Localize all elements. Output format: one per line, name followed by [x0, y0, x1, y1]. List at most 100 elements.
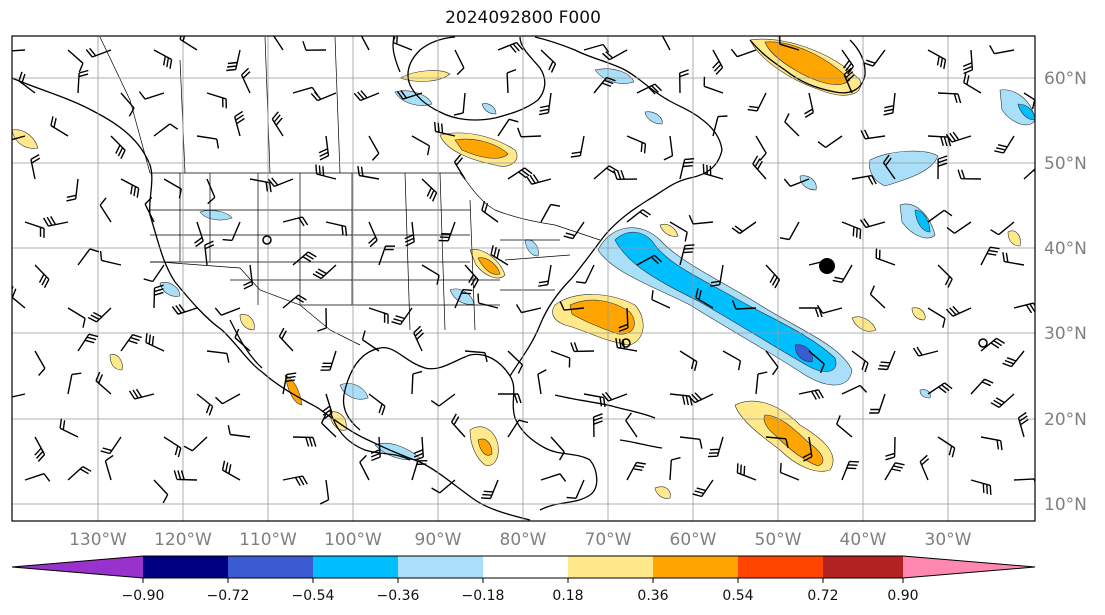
wind-barb — [234, 328, 251, 352]
wind-barb — [765, 436, 789, 449]
wind-barb — [980, 337, 1005, 352]
wind-barb — [138, 91, 165, 100]
wind-barb — [153, 479, 169, 504]
wind-barb — [601, 391, 628, 402]
wind-barb — [669, 393, 693, 406]
wind-barb — [625, 412, 638, 438]
colorbar-tick-label: −0.18 — [462, 588, 505, 604]
wind-barb — [392, 36, 413, 51]
wind-barb — [368, 135, 380, 161]
wind-barb — [679, 350, 698, 371]
wind-barb — [851, 350, 869, 373]
wind-barb — [843, 67, 855, 94]
wind-barb — [67, 372, 82, 395]
wind-barb — [860, 129, 886, 140]
wind-barb — [321, 393, 333, 420]
wind-barb — [994, 135, 1015, 154]
wind-barb — [66, 178, 79, 202]
wind-barb — [128, 388, 155, 400]
wind-barb — [282, 294, 307, 309]
wind-barb — [540, 49, 557, 73]
wind-barb — [779, 462, 800, 481]
colorbar-tick-label: 0.90 — [887, 588, 918, 604]
wind-barb — [783, 178, 810, 187]
lat-label: 20°N — [1044, 410, 1087, 430]
wind-barb — [145, 333, 165, 352]
wind-barb — [593, 76, 616, 94]
wind-barb — [841, 49, 854, 75]
wind-barb — [438, 221, 456, 242]
lon-label: 40°W — [840, 530, 887, 550]
wind-barb — [710, 264, 724, 287]
wind-barb — [615, 337, 638, 352]
wind-barb — [798, 389, 824, 400]
wind-barb — [962, 49, 974, 75]
lon-label: 60°W — [670, 530, 717, 550]
wind-barb — [206, 92, 227, 109]
wind-barb — [592, 413, 603, 438]
wind-barb — [883, 92, 896, 116]
wind-barb — [707, 436, 724, 458]
wind-barb — [292, 436, 317, 447]
wind-barb — [85, 47, 112, 58]
wind-barb — [515, 304, 542, 314]
wind-barb — [431, 479, 456, 494]
wind-barb — [490, 245, 509, 266]
wind-barb — [730, 48, 757, 58]
wind-barb — [12, 135, 26, 141]
wind-barb — [731, 300, 757, 310]
wind-barb — [626, 461, 646, 481]
wind-barb — [538, 264, 552, 287]
wind-barb — [12, 49, 26, 52]
wind-barb — [194, 221, 204, 248]
wind-barb — [464, 350, 488, 363]
wind-barb — [613, 169, 638, 180]
lat-label: 30°N — [1044, 324, 1087, 344]
colorbar-tick-label: −0.72 — [207, 588, 250, 604]
wind-barb — [1017, 411, 1029, 438]
wind-barb — [927, 209, 953, 223]
lat-label: 40°N — [1044, 239, 1087, 259]
wind-barb — [312, 264, 337, 280]
wind-barb — [722, 350, 742, 371]
wind-barb — [583, 393, 606, 408]
colorbar-segment — [738, 556, 823, 578]
wind-barb — [869, 285, 886, 309]
wind-barb — [851, 174, 877, 185]
wind-barb — [282, 475, 308, 487]
lon-label: 70°W — [585, 530, 632, 550]
wind-barb — [1002, 350, 1025, 368]
wind-barb — [59, 418, 79, 438]
wind-barb — [497, 41, 524, 53]
wind-barb — [411, 370, 423, 395]
lon-label: 130°W — [69, 530, 127, 550]
hollow-circle-marker — [262, 235, 272, 245]
wind-barb — [353, 90, 380, 102]
wind-barb — [946, 221, 972, 234]
wind-barb — [927, 49, 947, 70]
wind-barb — [310, 91, 337, 102]
wind-barb — [271, 111, 284, 137]
wind-barb — [320, 350, 337, 371]
wind-barb — [359, 454, 370, 481]
wind-barb — [679, 436, 703, 449]
wind-barb — [477, 293, 499, 309]
wind-barb — [120, 178, 140, 198]
wind-barb — [679, 158, 695, 180]
wind-barb — [99, 250, 122, 266]
wind-barb — [173, 470, 198, 481]
wind-barb — [226, 49, 241, 72]
wind-barb — [421, 178, 438, 202]
wind-barb — [731, 221, 757, 235]
wind-barb — [702, 163, 724, 180]
lon-label: 80°W — [500, 530, 547, 550]
wind-barb — [937, 155, 948, 180]
wind-barb — [669, 456, 681, 481]
colorbar: −0.90 −0.72 −0.54 −0.36 −0.18 0.18 0.36 … — [11, 555, 1036, 604]
wind-barb — [267, 177, 294, 188]
wind-barb — [413, 436, 424, 462]
wind-barb — [317, 307, 327, 332]
wind-barb — [990, 221, 1015, 236]
wind-barb — [507, 167, 533, 180]
wind-barb — [77, 69, 89, 94]
